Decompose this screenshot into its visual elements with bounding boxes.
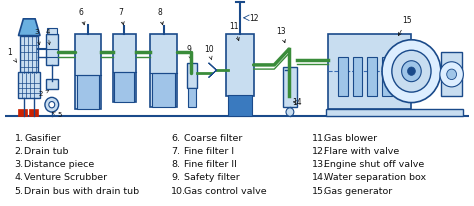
Text: 14.: 14.: [311, 173, 327, 183]
Text: Gasifier: Gasifier: [24, 134, 61, 143]
Text: 15.: 15.: [311, 187, 327, 196]
Text: Fine filter I: Fine filter I: [184, 147, 234, 156]
Text: 5: 5: [52, 112, 62, 118]
Text: Gas generator: Gas generator: [324, 187, 392, 196]
Bar: [112, 34, 136, 102]
Bar: [46, 78, 58, 89]
Bar: [228, 95, 252, 116]
Text: 15: 15: [399, 16, 411, 36]
Bar: [29, 109, 38, 116]
Text: Venture Scrubber: Venture Scrubber: [24, 173, 108, 183]
Bar: [75, 34, 101, 109]
Bar: [47, 28, 57, 34]
Bar: [46, 34, 58, 65]
Bar: [353, 56, 363, 96]
Circle shape: [382, 40, 441, 103]
Text: 7: 7: [118, 8, 124, 25]
Bar: [382, 56, 392, 96]
Circle shape: [49, 102, 55, 108]
Text: 11: 11: [229, 22, 239, 41]
Text: Distance piece: Distance piece: [24, 160, 95, 169]
Text: 7.: 7.: [171, 147, 180, 156]
Bar: [328, 34, 411, 109]
Text: 8.: 8.: [171, 160, 180, 169]
Text: Drain tub: Drain tub: [24, 147, 69, 156]
Text: 12: 12: [249, 14, 258, 23]
Bar: [150, 34, 177, 107]
Bar: [115, 72, 134, 102]
Circle shape: [440, 62, 464, 87]
Circle shape: [447, 69, 456, 80]
Bar: [188, 88, 196, 107]
Text: 1: 1: [7, 48, 17, 62]
Text: 1.: 1.: [15, 134, 24, 143]
Text: 13.: 13.: [311, 160, 327, 169]
Text: 12.: 12.: [311, 147, 327, 156]
Text: Safety filter: Safety filter: [184, 173, 240, 183]
Bar: [187, 63, 197, 88]
Bar: [441, 52, 463, 96]
Bar: [367, 56, 377, 96]
Text: 8: 8: [157, 8, 164, 25]
Text: 11.: 11.: [311, 134, 327, 143]
Text: 3.: 3.: [15, 160, 24, 169]
Polygon shape: [209, 63, 217, 77]
Text: 10.: 10.: [171, 187, 186, 196]
Bar: [77, 75, 99, 109]
Text: Fine filter II: Fine filter II: [184, 160, 237, 169]
Bar: [226, 34, 254, 96]
Bar: [338, 56, 348, 96]
Text: 10: 10: [204, 45, 213, 60]
Text: 9: 9: [187, 45, 192, 60]
Text: Gas blower: Gas blower: [324, 134, 377, 143]
Circle shape: [286, 108, 294, 116]
Text: 9.: 9.: [171, 173, 180, 183]
Bar: [283, 67, 297, 107]
Text: 6: 6: [79, 8, 85, 25]
Bar: [20, 36, 38, 73]
Text: 14: 14: [292, 98, 301, 107]
Text: 6.: 6.: [171, 134, 180, 143]
Bar: [326, 109, 464, 116]
Bar: [18, 72, 40, 98]
Text: 4.: 4.: [15, 173, 24, 183]
Text: Engine shut off valve: Engine shut off valve: [324, 160, 425, 169]
Text: 3: 3: [35, 28, 40, 45]
Text: 2.: 2.: [15, 147, 24, 156]
Circle shape: [392, 50, 431, 92]
Circle shape: [401, 61, 421, 82]
Polygon shape: [18, 19, 40, 36]
Circle shape: [45, 97, 59, 112]
Text: 13: 13: [276, 27, 286, 43]
Text: 2: 2: [39, 90, 49, 97]
Circle shape: [408, 67, 415, 75]
Text: Gas control valve: Gas control valve: [184, 187, 267, 196]
Text: Flare with valve: Flare with valve: [324, 147, 400, 156]
Text: 5.: 5.: [15, 187, 24, 196]
Text: Drain bus with drain tub: Drain bus with drain tub: [24, 187, 139, 196]
Text: Water separation box: Water separation box: [324, 173, 426, 183]
Bar: [152, 73, 175, 107]
Bar: [18, 109, 27, 116]
Text: 4: 4: [46, 28, 50, 45]
Text: Coarse filter: Coarse filter: [184, 134, 243, 143]
